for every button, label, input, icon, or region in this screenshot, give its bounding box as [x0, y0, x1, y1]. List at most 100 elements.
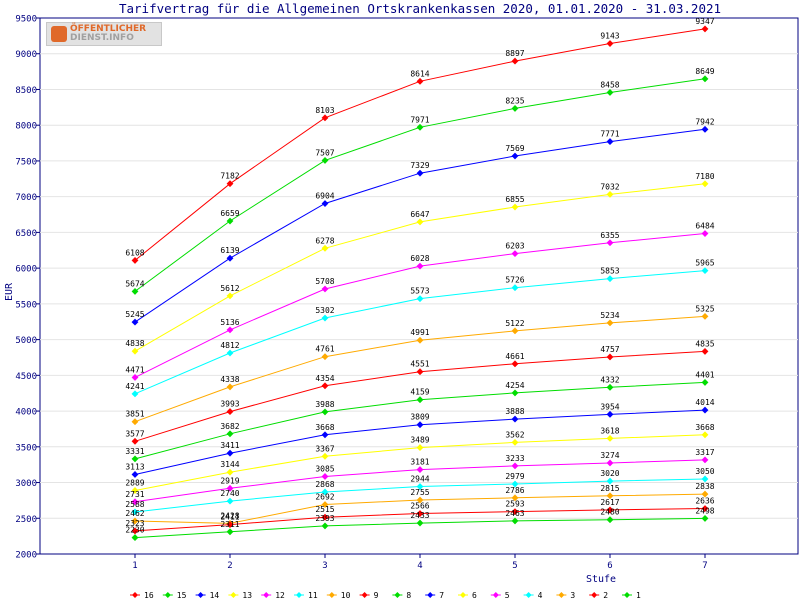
data-label: 2433: [410, 511, 429, 520]
y-tick-label: 8000: [15, 122, 37, 132]
data-point: [321, 200, 329, 207]
data-point: [131, 318, 139, 326]
legend-label: 15: [177, 591, 187, 600]
data-point: [321, 522, 329, 530]
data-point: [416, 123, 424, 131]
data-point: [511, 389, 519, 397]
data-point: [511, 57, 519, 65]
legend-item-1: 1: [622, 591, 641, 600]
legend-item-10: 10: [326, 591, 351, 600]
legend-item-8: 8: [392, 591, 411, 600]
data-label: 6855: [505, 195, 524, 204]
series-group: 6108 7182 8103 8614 8897 9143 9347 5674 6659 7507…: [125, 17, 715, 541]
data-point: [606, 516, 614, 524]
data-label: 5302: [315, 306, 334, 315]
series-12: 4471 5136 5708 6028 6203 6355 6484: [125, 222, 715, 381]
legend-label: 9: [374, 591, 379, 600]
data-point: [416, 77, 424, 85]
legend-item-2: 2: [589, 591, 608, 600]
data-label: 7569: [505, 144, 524, 153]
series-line: [134, 28, 706, 261]
legend-marker: [296, 592, 302, 598]
data-label: 4254: [505, 381, 524, 390]
data-label: 3489: [410, 436, 429, 445]
data-label: 3809: [410, 413, 429, 422]
data-point: [511, 517, 519, 525]
data-point: [606, 492, 614, 500]
data-point: [511, 360, 519, 368]
legend-label: 1: [636, 591, 641, 600]
series-3: 2462 2428 2692 2755 2786 2815 2838: [125, 482, 715, 527]
y-tick-label: 5500: [15, 300, 37, 310]
series-16: 6108 7182 8103 8614 8897 9143 9347: [125, 17, 715, 264]
data-label: 2593: [505, 500, 524, 509]
data-label: 2838: [695, 482, 714, 491]
data-label: 5136: [220, 318, 239, 327]
data-point: [226, 521, 234, 529]
data-point: [511, 508, 519, 516]
data-point: [416, 466, 424, 474]
series-10: 3851 4338 4761 4991 5122 5234 5325: [125, 304, 715, 426]
data-point: [416, 496, 424, 504]
data-label: 6659: [220, 209, 239, 218]
data-label: 7032: [600, 182, 619, 191]
series-9: 3577 3993 4354 4551 4661 4757 4835: [125, 339, 715, 445]
data-label: 5122: [505, 319, 524, 328]
legend-marker: [164, 592, 171, 598]
x-tick-label: 4: [417, 561, 422, 571]
data-label: 3367: [315, 444, 334, 453]
data-point: [226, 292, 234, 300]
data-point: [606, 275, 614, 283]
legend-item-14: 14: [195, 591, 219, 600]
data-point: [226, 497, 234, 505]
data-point: [511, 438, 519, 446]
data-label: 2740: [220, 489, 239, 498]
series-5: 2731 2919 3085 3181 3233 3274 3317: [125, 448, 715, 506]
data-label: 4551: [410, 360, 429, 369]
data-label: 5573: [410, 287, 429, 296]
series-7: 3113 3411 3668 3809 3888 3954 4014: [125, 398, 715, 478]
data-point: [226, 180, 234, 188]
data-label: 6028: [410, 254, 429, 263]
x-axis-label: Stufe: [586, 574, 616, 585]
x-axis-ticks: 1 2 3 4 5 6 7: [132, 554, 708, 571]
data-label: 8458: [600, 80, 619, 89]
legend-marker: [460, 592, 466, 598]
data-point: [511, 462, 519, 470]
data-point: [321, 452, 329, 460]
data-point: [606, 459, 614, 467]
legend-label: 7: [439, 591, 444, 600]
legend-marker: [230, 592, 237, 598]
data-point: [131, 487, 139, 494]
data-label: 2428: [220, 511, 239, 520]
data-label: 2889: [125, 478, 144, 487]
data-label: 4241: [125, 382, 144, 391]
data-point: [131, 256, 139, 264]
data-point: [511, 415, 519, 423]
data-point: [131, 498, 139, 506]
data-label: 2755: [410, 488, 429, 497]
data-point: [606, 477, 614, 485]
legend-item-12: 12: [261, 591, 285, 600]
data-label: 4159: [410, 388, 429, 397]
data-point: [701, 125, 709, 133]
legend-marker: [197, 592, 204, 598]
legend-item-7: 7: [425, 591, 444, 600]
y-tick-label: 6500: [15, 229, 37, 239]
data-point: [226, 484, 234, 492]
legend-item-15: 15: [162, 591, 187, 600]
plot-area: [39, 17, 799, 555]
legend-item-3: 3: [556, 591, 575, 600]
data-point: [416, 483, 424, 490]
data-label: 4332: [600, 375, 619, 384]
data-label: 9143: [600, 32, 619, 41]
data-label: 4812: [220, 341, 239, 350]
y-tick-label: 7500: [15, 157, 37, 167]
data-point: [131, 517, 139, 525]
data-label: 3888: [505, 407, 524, 416]
data-point: [511, 480, 519, 488]
legend-marker: [492, 592, 499, 598]
data-point: [131, 373, 139, 381]
y-tick-label: 8500: [15, 86, 37, 96]
